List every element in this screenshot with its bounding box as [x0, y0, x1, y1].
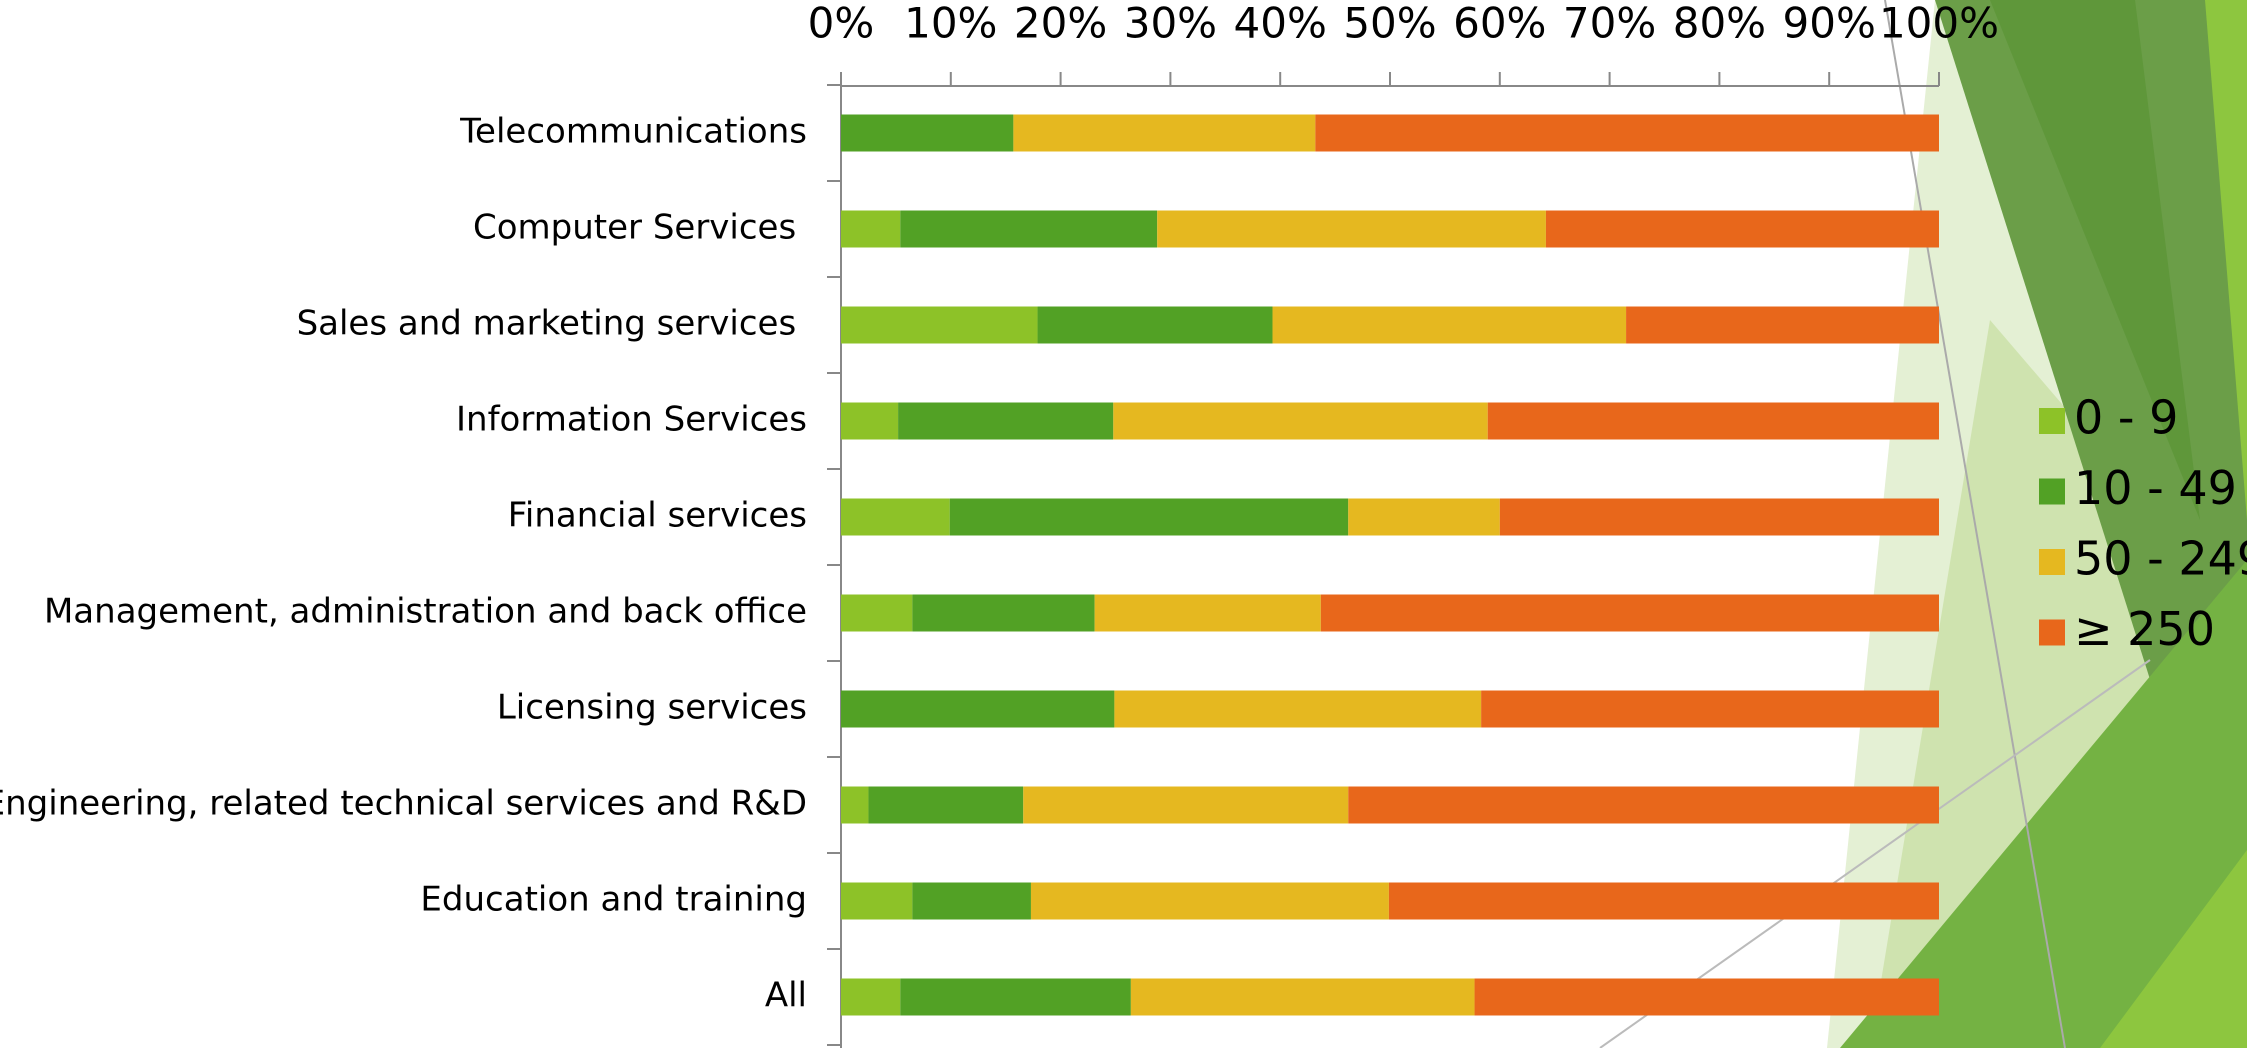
- bar-segment: [1023, 787, 1348, 824]
- legend-swatch: [2039, 479, 2065, 505]
- x-tick-label: 50%: [1343, 0, 1436, 48]
- bar-segment: [912, 595, 1094, 632]
- bar-segment: [841, 595, 912, 632]
- x-tick-label: 90%: [1783, 0, 1876, 48]
- y-tick-label: Sales and marketing services: [297, 304, 807, 344]
- bar-segment: [1546, 211, 1939, 248]
- bar-segment: [898, 403, 1113, 440]
- bar-segment: [900, 211, 1157, 248]
- y-tick-label: Information Services: [456, 400, 807, 440]
- bar-segment: [1389, 883, 1939, 920]
- legend-label: 50 - 249: [2074, 532, 2247, 586]
- y-tick-label: Education and training: [420, 880, 807, 920]
- y-tick-label: Telecommunications: [459, 112, 807, 152]
- x-tick-label: 60%: [1453, 0, 1546, 48]
- bar-segment: [841, 883, 912, 920]
- bar-segment: [1321, 595, 1939, 632]
- page: 0% 10% 20% 30% 40% 50% 60% 70% 80% 90%100% Telecom…: [0, 0, 2247, 1048]
- bar-segment: [1157, 211, 1546, 248]
- legend-label: 10 - 49: [2074, 461, 2237, 515]
- bar-segment: [841, 787, 868, 824]
- bar-segment: [1113, 403, 1487, 440]
- legend-label: ≥ 250: [2074, 602, 2215, 656]
- bar-segment: [841, 499, 950, 536]
- bar-segment: [868, 787, 1023, 824]
- bar-segment: [1348, 787, 1939, 824]
- bar-segment: [1013, 115, 1315, 152]
- y-tick-label: Computer Services: [473, 208, 807, 248]
- bar-segment: [1481, 691, 1939, 728]
- chart: 0% 10% 20% 30% 40% 50% 60% 70% 80% 90%100% Telecom…: [0, 0, 2247, 1048]
- x-tick-label: 100%: [1879, 0, 1999, 48]
- bar-segment: [1315, 115, 1939, 152]
- legend-swatch: [2039, 549, 2065, 575]
- y-tick-label: Financial services: [508, 496, 807, 536]
- bar-segment: [1114, 691, 1481, 728]
- legend-label: 0 - 9: [2074, 391, 2178, 445]
- x-tick-label: 20%: [1014, 0, 1107, 48]
- bar-segment: [1273, 307, 1627, 344]
- x-tick-label: 10%: [904, 0, 997, 48]
- x-tick-label: 70%: [1563, 0, 1656, 48]
- bar-segment: [1038, 307, 1273, 344]
- bar-segment: [950, 499, 1349, 536]
- bar-segment: [900, 979, 1131, 1016]
- bar-segment: [841, 211, 900, 248]
- legend-swatch: [2039, 408, 2065, 434]
- bar-segment: [1095, 595, 1321, 632]
- y-tick-label: Licensing services: [497, 688, 807, 728]
- bar-segment: [1475, 979, 1939, 1016]
- bar-segment: [1031, 883, 1389, 920]
- legend-swatch: [2039, 620, 2065, 646]
- x-tick-label: 30%: [1124, 0, 1217, 48]
- bar-segment: [841, 979, 900, 1016]
- bar-segment: [841, 691, 1114, 728]
- bar-segment: [841, 115, 1013, 152]
- bar-segment: [1488, 403, 1939, 440]
- y-tick-label: Engineering, related technical services …: [0, 784, 807, 824]
- bar-segment: [1626, 307, 1939, 344]
- y-tick-label: Management, administration and back offi…: [44, 592, 807, 632]
- bar-segment: [841, 307, 1038, 344]
- bar-segment: [1348, 499, 1500, 536]
- bar-segment: [1500, 499, 1939, 536]
- bar-segment: [912, 883, 1031, 920]
- x-tick-label: 40%: [1234, 0, 1327, 48]
- x-tick-label: 0%: [808, 0, 875, 48]
- y-tick-label: All: [765, 976, 807, 1016]
- bar-segment: [841, 403, 898, 440]
- bar-segment: [1131, 979, 1475, 1016]
- x-tick-label: 80%: [1673, 0, 1766, 48]
